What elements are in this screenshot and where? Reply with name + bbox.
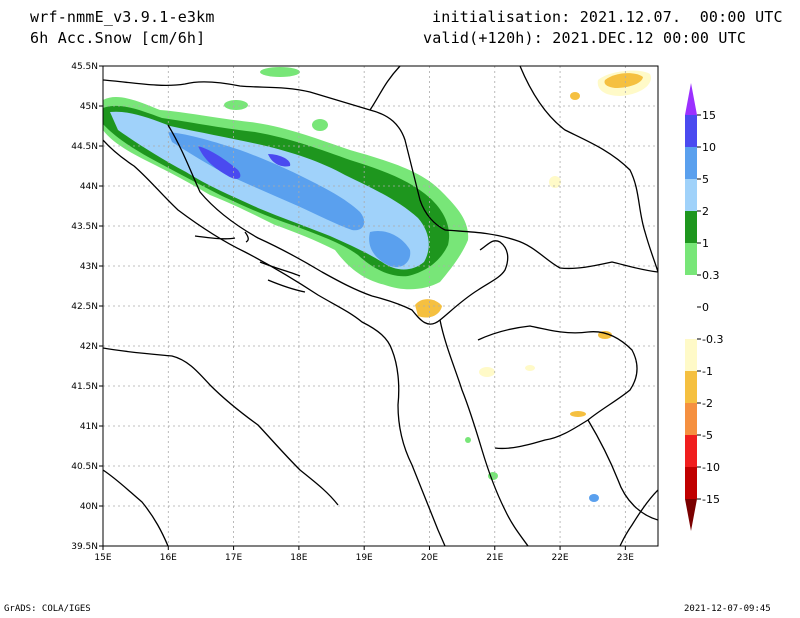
latitude-axis: 45.5N 45N 44.5N 44N 43.5N 43N 42.5N 42N 41.5N 41N… xyxy=(71,62,103,552)
montenegro-kosovo-border xyxy=(371,240,509,325)
snow-patch-blue-se xyxy=(589,494,599,502)
italy-coast xyxy=(103,347,339,506)
lon-tick-label: 19E xyxy=(356,553,373,563)
lat-tick-label: 45.5N xyxy=(71,62,98,72)
snow-blob-blue-2 xyxy=(369,230,411,268)
colorbar-label: -5 xyxy=(702,429,713,442)
lon-tick-label: 22E xyxy=(551,553,568,563)
colorbar-swatch xyxy=(685,435,697,467)
lon-tick-label: 21E xyxy=(486,553,503,563)
colorbar-swatch xyxy=(685,307,697,339)
colorbar-bottom-arrow xyxy=(685,499,697,531)
colorbar-swatch xyxy=(685,275,697,307)
colorbar-label: 0.3 xyxy=(702,269,720,282)
colorbar-swatch xyxy=(685,403,697,435)
colorbar-label: 1 xyxy=(702,237,709,250)
italy-coast-south xyxy=(103,469,169,546)
colorbar-label: -10 xyxy=(702,461,720,474)
macedonia-border xyxy=(477,325,638,450)
bosnia-border xyxy=(103,79,446,231)
lat-tick-label: 45N xyxy=(80,102,98,112)
colorbar-label: 5 xyxy=(702,173,709,186)
colorbar-label: 15 xyxy=(702,109,716,122)
colorbar-label: -15 xyxy=(702,493,720,506)
snow-patch-green-n xyxy=(224,100,248,110)
snow-patch-green-nw xyxy=(260,67,300,77)
snow-patch-green-e xyxy=(312,119,328,131)
melt-patch-yellow-1 xyxy=(549,176,561,188)
colorbar-label: -1 xyxy=(702,365,713,378)
footer-timestamp: 2021-12-07-09:45 xyxy=(684,604,771,614)
coastlines-borders xyxy=(103,66,658,546)
colorbar-swatch xyxy=(685,339,697,371)
melt-patch-yellow-2 xyxy=(570,92,580,100)
colorbar-swatch xyxy=(685,467,697,499)
colorbar-legend: 15 10 5 2 1 0.3 0 -0.3 -1 -2 -5 -10 -15 xyxy=(685,83,723,531)
valid-time: valid(+120h): 2021.DEC.12 00:00 UTC xyxy=(423,29,747,47)
lon-tick-label: 18E xyxy=(290,553,307,563)
lat-tick-label: 41N xyxy=(80,422,98,432)
footer-credit: GrADS: COLA/IGES xyxy=(4,604,91,614)
colorbar-swatch xyxy=(685,243,697,275)
init-time: initialisation: 2021.12.07. 00:00 UTC xyxy=(432,8,783,26)
lat-tick-label: 39.5N xyxy=(71,542,98,552)
melt-patch-yellow-5 xyxy=(479,367,495,377)
lat-tick-label: 42N xyxy=(80,342,98,352)
lon-tick-label: 23E xyxy=(617,553,634,563)
model-title: wrf-nmmE_v3.9.1-e3km xyxy=(30,8,215,26)
snow-patch-green-s1 xyxy=(465,437,471,443)
adriatic-coast-east xyxy=(103,139,446,546)
albania-border xyxy=(439,319,529,546)
colorbar-label: -0.3 xyxy=(702,333,723,346)
melt-patch-yellow-4 xyxy=(570,411,586,417)
lon-tick-label: 20E xyxy=(421,553,438,563)
serbia-border xyxy=(369,66,658,273)
lon-tick-label: 17E xyxy=(225,553,242,563)
greece-coast xyxy=(619,489,658,546)
colorbar-swatch xyxy=(685,147,697,179)
colorbar-label: 10 xyxy=(702,141,716,154)
bosnia-border-south xyxy=(167,124,373,297)
melt-patch-center xyxy=(415,299,442,318)
bulgaria-greece-border xyxy=(587,419,658,521)
lat-tick-label: 40.5N xyxy=(71,462,98,472)
snow-core-purple-2 xyxy=(268,154,291,167)
colorbar-label: 2 xyxy=(702,205,709,218)
romania-border xyxy=(519,66,658,273)
colorbar-label: -2 xyxy=(702,397,713,410)
lat-tick-label: 42.5N xyxy=(71,302,98,312)
lon-tick-label: 16E xyxy=(160,553,177,563)
lat-tick-label: 40N xyxy=(80,502,98,512)
melt-patch-northeast-core xyxy=(604,73,643,88)
snow-core-purple xyxy=(198,146,241,179)
croatia-islands xyxy=(194,231,306,293)
snow-field xyxy=(103,67,651,502)
colorbar-swatch xyxy=(685,179,697,211)
lat-tick-label: 41.5N xyxy=(71,382,98,392)
lon-tick-label: 15E xyxy=(94,553,111,563)
colorbar-swatch xyxy=(685,371,697,403)
melt-patch-yellow-6 xyxy=(525,365,535,371)
variable-title: 6h Acc.Snow [cm/6h] xyxy=(30,29,206,47)
lat-tick-label: 44N xyxy=(80,182,98,192)
map-grid xyxy=(103,66,658,546)
lat-tick-label: 43N xyxy=(80,262,98,272)
longitude-axis: 15E 16E 17E 18E 19E 20E 21E 22E 23E xyxy=(94,546,634,563)
lat-tick-label: 44.5N xyxy=(71,142,98,152)
colorbar-swatch xyxy=(685,211,697,243)
colorbar-label: 0 xyxy=(702,301,709,314)
colorbar-top-arrow xyxy=(685,83,697,115)
lat-tick-label: 43.5N xyxy=(71,222,98,232)
colorbar-swatch xyxy=(685,115,697,147)
